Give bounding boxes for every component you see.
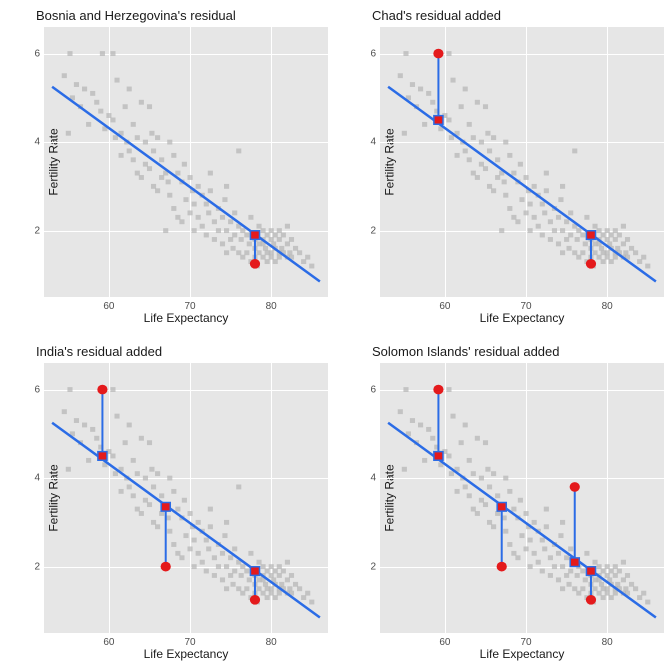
x-axis-label: Life Expectancy xyxy=(144,311,229,325)
x-tick: 70 xyxy=(520,637,531,648)
x-axis-label: Life Expectancy xyxy=(144,647,229,661)
x-tick: 60 xyxy=(439,637,450,648)
x-tick: 70 xyxy=(184,301,195,312)
chart-panel: India's residual added Fertility RateLife… xyxy=(0,336,336,672)
y-tick: 6 xyxy=(34,48,40,59)
chart-panel: Solomon Islands' residual added Fertility… xyxy=(336,336,672,672)
panel-title: Bosnia and Herzegovina's residual xyxy=(36,8,328,23)
x-tick: 80 xyxy=(602,637,613,648)
y-tick: 2 xyxy=(370,225,376,236)
y-tick: 6 xyxy=(370,48,376,59)
x-tick: 80 xyxy=(602,301,613,312)
chart-panel: Chad's residual added Fertility RateLife … xyxy=(336,0,672,336)
chart-panel: Bosnia and Herzegovina's residual Fertili… xyxy=(0,0,336,336)
x-tick: 80 xyxy=(266,301,277,312)
panel-title: India's residual added xyxy=(36,344,328,359)
y-tick: 2 xyxy=(34,225,40,236)
x-tick: 70 xyxy=(520,301,531,312)
x-axis-label: Life Expectancy xyxy=(480,647,565,661)
x-tick: 70 xyxy=(184,637,195,648)
y-tick: 6 xyxy=(34,384,40,395)
x-tick: 60 xyxy=(439,301,450,312)
y-tick: 4 xyxy=(370,473,376,484)
x-tick: 80 xyxy=(266,637,277,648)
y-tick: 6 xyxy=(370,384,376,395)
plot-svg xyxy=(44,27,328,297)
x-tick: 60 xyxy=(103,301,114,312)
plot-area: Fertility RateLife Expectancy246607080 xyxy=(44,27,328,297)
plot-area: Fertility RateLife Expectancy246607080 xyxy=(44,363,328,633)
y-tick: 4 xyxy=(370,137,376,148)
panel-title: Chad's residual added xyxy=(372,8,664,23)
y-tick: 2 xyxy=(34,561,40,572)
y-tick: 2 xyxy=(370,561,376,572)
plot-svg xyxy=(380,27,664,297)
x-axis-label: Life Expectancy xyxy=(480,311,565,325)
plot-area: Fertility RateLife Expectancy246607080 xyxy=(380,27,664,297)
y-tick: 4 xyxy=(34,137,40,148)
plot-svg xyxy=(44,363,328,633)
plot-area: Fertility RateLife Expectancy246607080 xyxy=(380,363,664,633)
y-tick: 4 xyxy=(34,473,40,484)
x-tick: 60 xyxy=(103,637,114,648)
plot-svg xyxy=(380,363,664,633)
panel-title: Solomon Islands' residual added xyxy=(372,344,664,359)
